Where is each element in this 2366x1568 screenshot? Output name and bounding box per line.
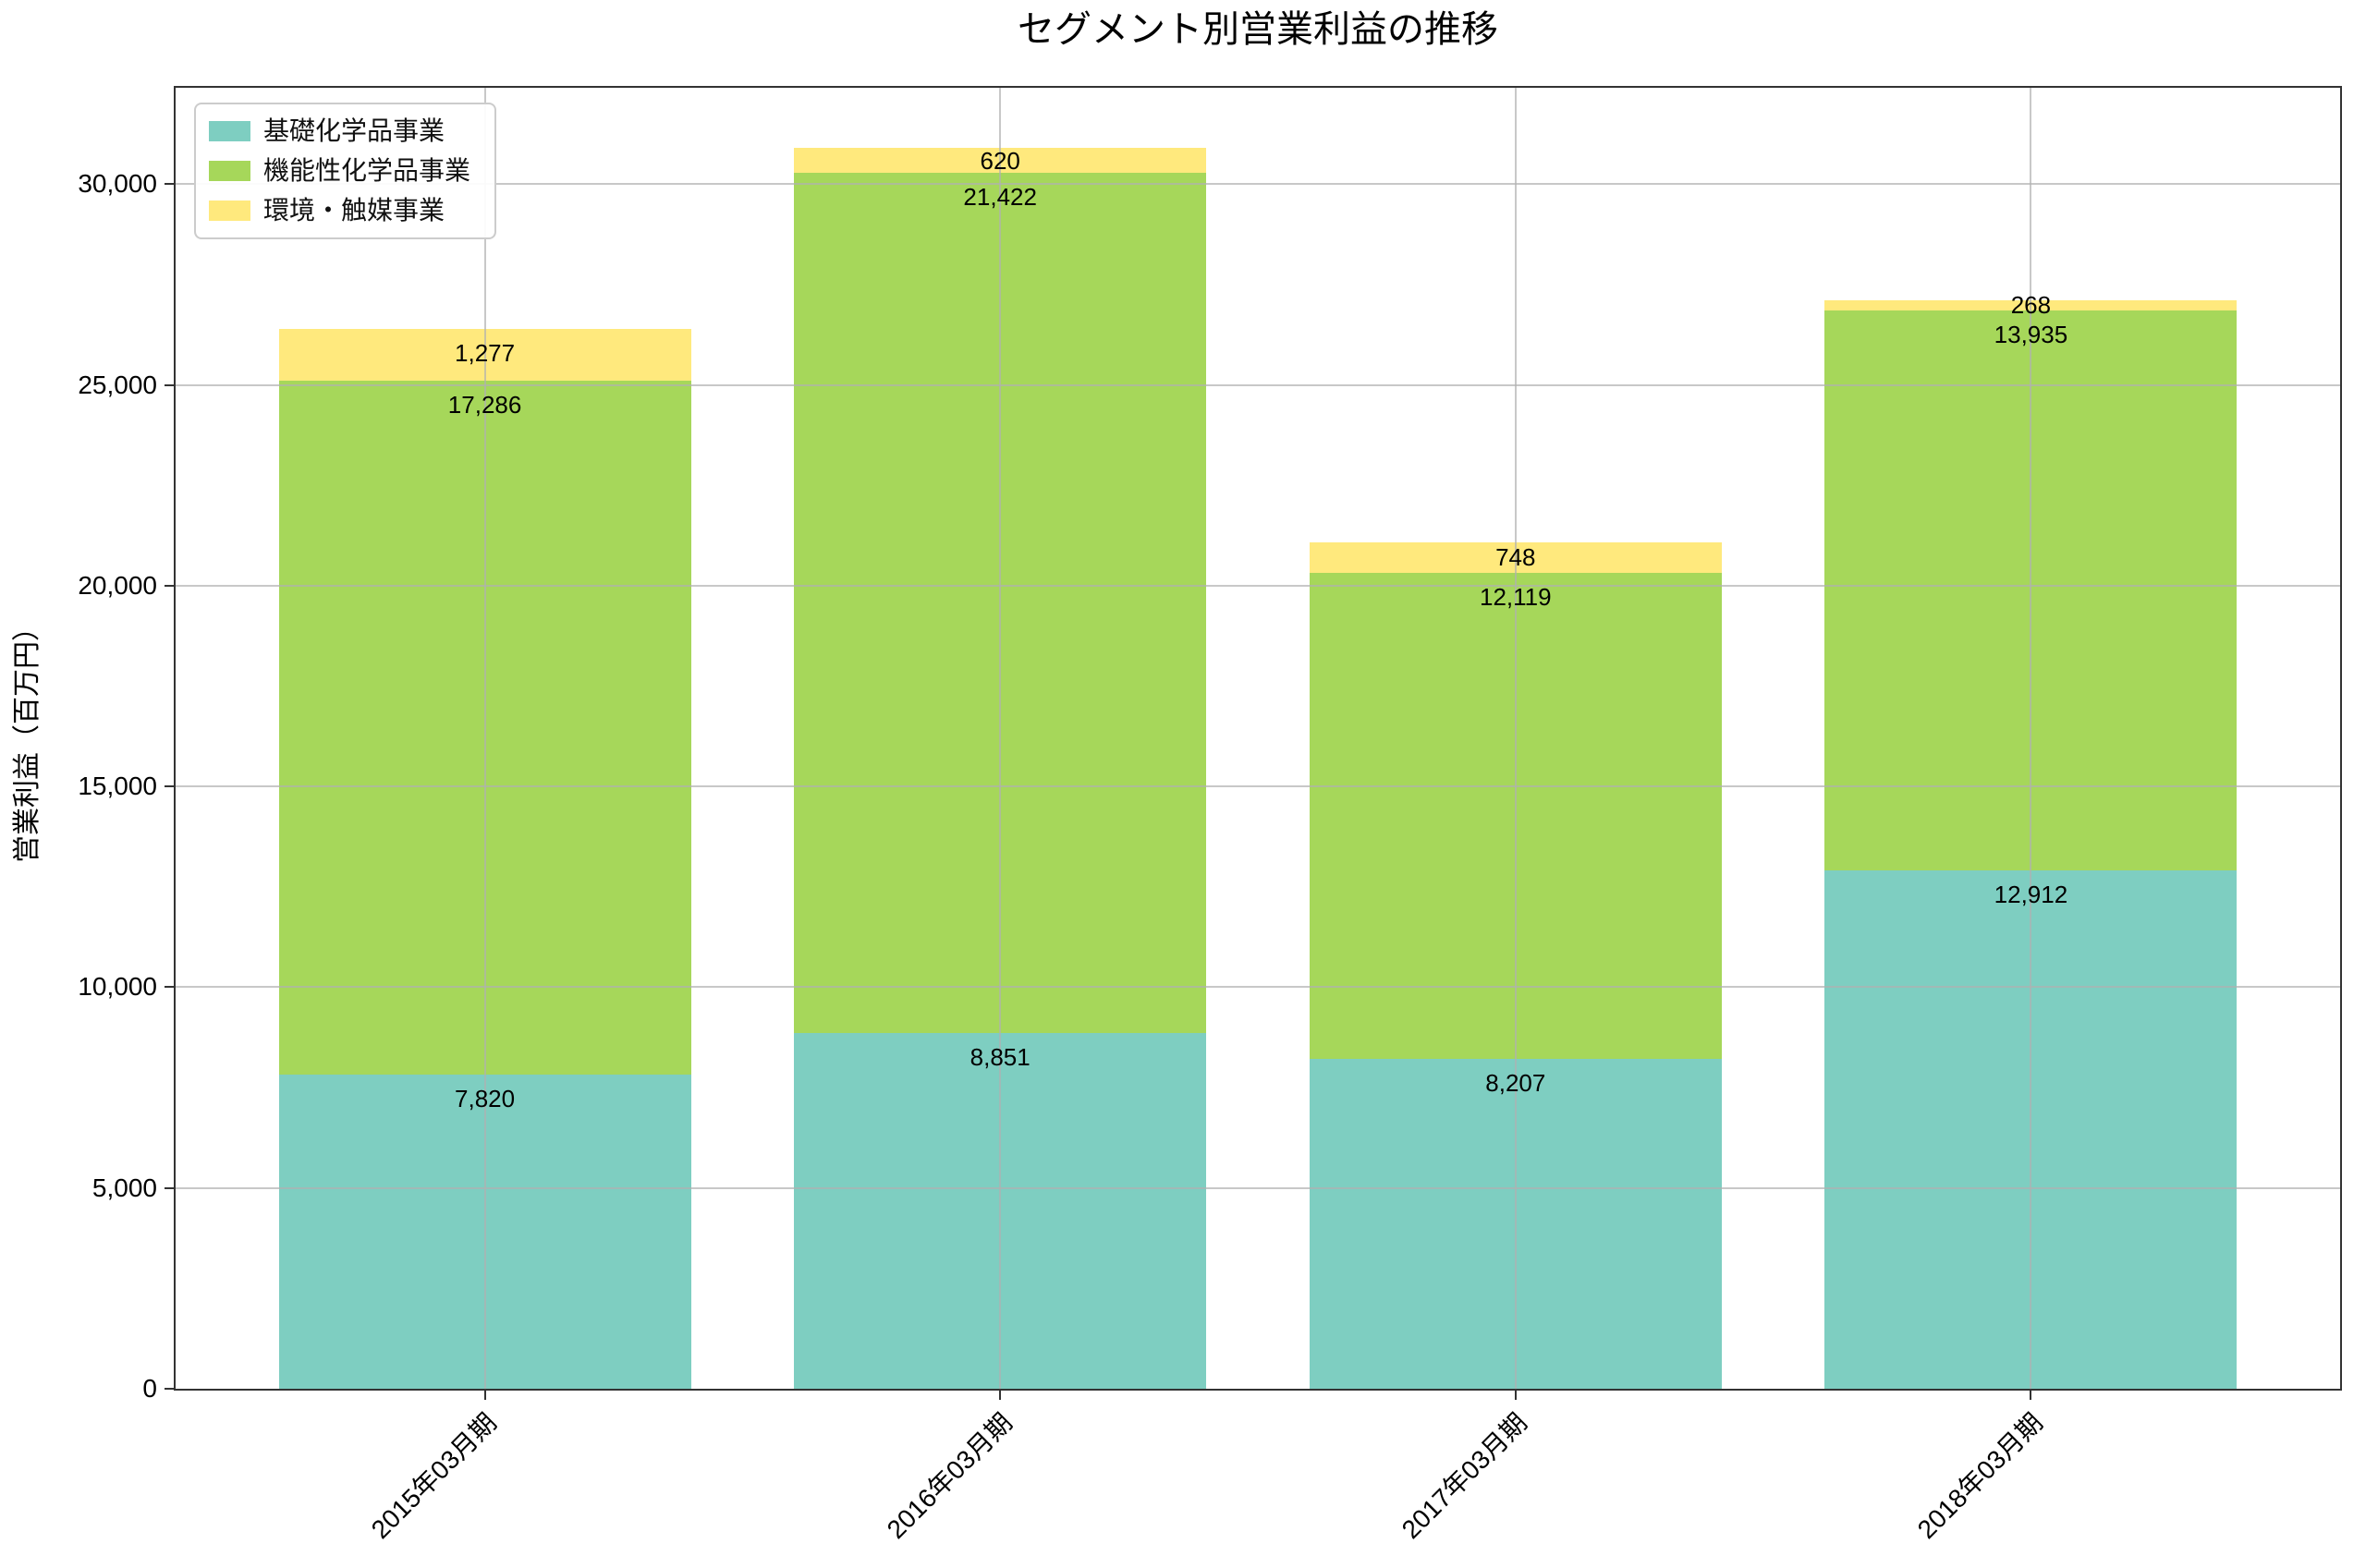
- bar-value-label: 748: [1495, 543, 1536, 572]
- v-gridline: [1514, 88, 1517, 1389]
- y-tick-label: 10,000: [78, 972, 157, 1002]
- y-tick-mark: [165, 1186, 174, 1189]
- h-gridline: [176, 785, 2340, 788]
- legend: 基礎化学品事業 機能性化学品事業 環境・触媒事業: [194, 103, 497, 239]
- y-tick-mark: [165, 986, 174, 989]
- legend-label: 基礎化学品事業: [263, 116, 445, 145]
- bar-value-label: 268: [2010, 291, 2052, 320]
- legend-swatch: [209, 161, 250, 181]
- bar-value-label: 12,912: [1994, 880, 2068, 908]
- bar-value-label: 620: [980, 146, 1020, 175]
- legend-item: 環境・触媒事業: [209, 195, 470, 226]
- y-tick-mark: [165, 584, 174, 587]
- legend-item: 機能性化学品事業: [209, 155, 470, 187]
- y-tick-mark: [165, 183, 174, 186]
- x-tick-label: 2017年03月期: [1396, 1407, 1533, 1545]
- legend-swatch: [209, 201, 250, 221]
- h-gridline: [176, 1186, 2340, 1189]
- legend-label: 環境・触媒事業: [263, 196, 445, 225]
- y-tick-mark: [165, 1388, 174, 1390]
- v-gridline: [483, 88, 486, 1389]
- v-gridline: [2030, 88, 2032, 1389]
- bar-value-label: 12,119: [1480, 582, 1552, 611]
- x-tick-label: 2016年03月期: [881, 1407, 1018, 1545]
- x-tick-mark: [2030, 1391, 2032, 1400]
- x-tick-label: 2015年03月期: [365, 1407, 503, 1545]
- v-gridline: [999, 88, 1002, 1389]
- legend-item: 基礎化学品事業: [209, 115, 470, 147]
- h-gridline: [176, 183, 2340, 186]
- bar-value-label: 13,935: [1994, 321, 2068, 349]
- y-tick-mark: [165, 383, 174, 386]
- y-tick-label: 20,000: [78, 570, 157, 600]
- y-tick-label: 25,000: [78, 370, 157, 399]
- legend-label: 機能性化学品事業: [263, 156, 471, 185]
- x-tick-mark: [999, 1391, 1002, 1400]
- chart-title: セグメント別営業利益の推移: [1018, 9, 1498, 50]
- legend-swatch: [209, 121, 250, 141]
- h-gridline: [176, 986, 2340, 989]
- x-tick-mark: [1514, 1391, 1517, 1400]
- bar-value-label: 7,820: [455, 1085, 516, 1113]
- h-gridline: [176, 584, 2340, 587]
- bar-value-label: 21,422: [963, 183, 1037, 212]
- y-tick-label: 30,000: [78, 169, 157, 199]
- x-tick-mark: [483, 1391, 486, 1400]
- y-tick-label: 15,000: [78, 772, 157, 801]
- bar-value-label: 1,277: [455, 339, 516, 368]
- bar-value-label: 8,207: [1485, 1069, 1546, 1098]
- bar-value-label: 8,851: [970, 1043, 1031, 1072]
- y-axis-label: 営業利益（百万円）: [12, 614, 43, 863]
- x-tick-label: 2018年03月期: [1911, 1407, 2049, 1545]
- h-gridline: [176, 383, 2340, 386]
- y-tick-mark: [165, 785, 174, 788]
- bar-value-label: 17,286: [447, 390, 522, 419]
- y-tick-label: 0: [142, 1374, 157, 1403]
- y-tick-label: 5,000: [91, 1173, 157, 1202]
